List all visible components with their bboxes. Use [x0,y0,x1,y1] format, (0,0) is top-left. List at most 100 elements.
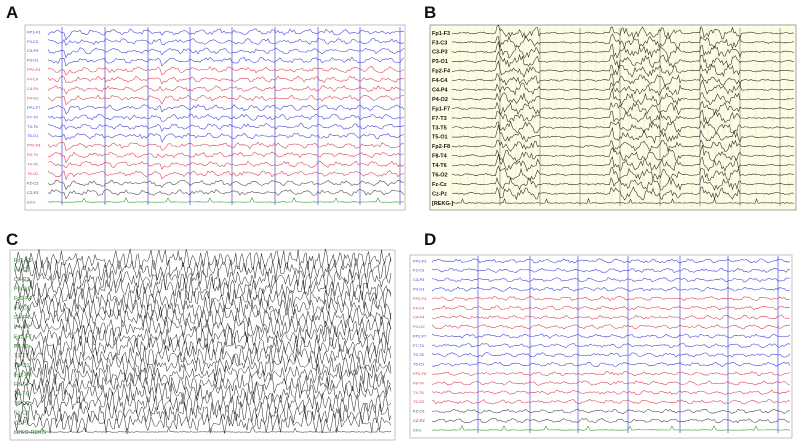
channel-label: F3-C3 [413,268,425,273]
eeg-trace [14,343,392,367]
eeg-trace [14,334,392,357]
eeg-trace [14,325,392,348]
channel-label: F4-C4 [432,78,448,84]
eeg-trace [431,389,791,396]
channel-label: F3-C3 [27,39,39,44]
eeg-trace [14,391,392,415]
channel-label: FP1-F3 [27,29,41,34]
eeg-trace [431,371,791,377]
eeg-trace [451,139,795,153]
channel-label: FP1-F7 [27,105,41,110]
channel-label: Fp2-F4 [432,69,451,75]
eeg-trace [14,286,392,311]
eeg-trace [451,174,795,191]
channel-label: T5-O1 [413,362,425,367]
channel-label: FZ-CZ [413,409,425,414]
eeg-trace [431,305,791,311]
channel-label: Fp1-F7 [432,106,450,112]
channel-label: Fz-Cz [14,411,29,417]
eeg-trace [47,38,405,46]
channel-label: P3-O1 [432,59,448,65]
eeg-trace [451,154,795,172]
channel-label: Fz-Cz [432,182,447,188]
eeg-trace [452,186,795,201]
channel-label: T3-T5 [413,352,424,357]
channel-label: CZ-PZ [27,190,39,195]
eeg-trace [47,113,405,122]
channel-label: LEKG-REKG [14,430,46,436]
channel-label: F7-T3 [413,343,424,348]
eeg-trace [451,60,795,78]
channel-label: FP1-F3 [413,258,427,263]
eeg-trace [431,267,791,274]
panel-letter: C [6,230,18,249]
eeg-trace [14,257,392,282]
channel-label: P3-O1 [27,58,39,63]
channel-label: F8-T4 [413,380,424,385]
eeg-trace [14,306,392,329]
panel-letter: B [424,3,436,22]
channel-label: F4-C4 [27,77,39,82]
channel-label: FP1-F7 [413,333,427,338]
channel-label: EKG [413,427,421,432]
eeg-trace [47,141,405,151]
channel-label: P3-O1 [413,287,425,292]
channel-label: C4-P4 [432,88,449,94]
channel-label: P4-O2 [14,325,30,331]
channel-label: T6-O2 [14,401,30,407]
eeg-trace [431,380,791,386]
eeg-trace [47,197,405,203]
channel-label: C4-P4 [14,315,30,321]
channel-label: C3-P3 [27,48,39,53]
channel-label: F8-T4 [432,154,448,160]
eeg-trace [14,353,392,377]
eeg-trace [47,151,404,164]
channel-label: T5-O1 [432,135,448,141]
channel-label: Cz-Pz [432,191,447,197]
eeg-trace [431,399,791,405]
channel-label: T4-T6 [432,163,447,169]
eeg-trace [47,56,405,67]
eeg-trace [47,160,405,170]
channel-label: C3-P3 [432,50,448,56]
eeg-trace [451,50,795,69]
channel-label: T4-T6 [27,162,38,167]
eeg-trace [431,352,791,358]
eeg-trace [14,267,392,291]
eeg-trace [431,314,791,320]
eeg-trace [14,277,392,301]
channel-label: T6-O2 [413,399,425,404]
channel-label: T3-T5 [14,353,29,359]
channel-label: F4-C4 [413,305,425,310]
eeg-trace [431,258,791,264]
channel-label: Fp2-F8 [432,144,450,150]
channel-label: T3-T5 [27,124,38,129]
channel-label: Fp1-F3 [432,31,450,37]
channel-label: T5-O1 [27,133,39,138]
eeg-trace [451,33,795,50]
channel-label: T3-T5 [432,125,447,131]
channel-label: P4-O2 [432,97,448,103]
channel-label: F7-T3 [14,344,29,350]
channel-label: Fp2-F8 [14,373,32,379]
panel-letter: D [424,230,436,249]
eeg-trace [47,122,405,132]
eeg-trace [431,425,791,431]
eeg-trace [451,100,794,116]
eeg-trace [431,343,791,349]
channel-label: T6-O2 [432,173,448,179]
channel-label: Cz-Pz [14,420,29,426]
eeg-trace [14,372,392,396]
eeg-trace [431,286,791,292]
channel-label: FP2-F8 [413,371,427,376]
eeg-trace [431,277,791,283]
eeg-trace [452,40,795,59]
channel-label: F3-C3 [432,40,447,46]
eeg-trace [47,66,405,76]
eeg-trace [14,382,392,406]
channel-label: C4-P4 [413,315,425,320]
panel-a-frame [24,24,406,211]
eeg-trace [47,104,405,115]
eeg-trace [451,87,794,107]
